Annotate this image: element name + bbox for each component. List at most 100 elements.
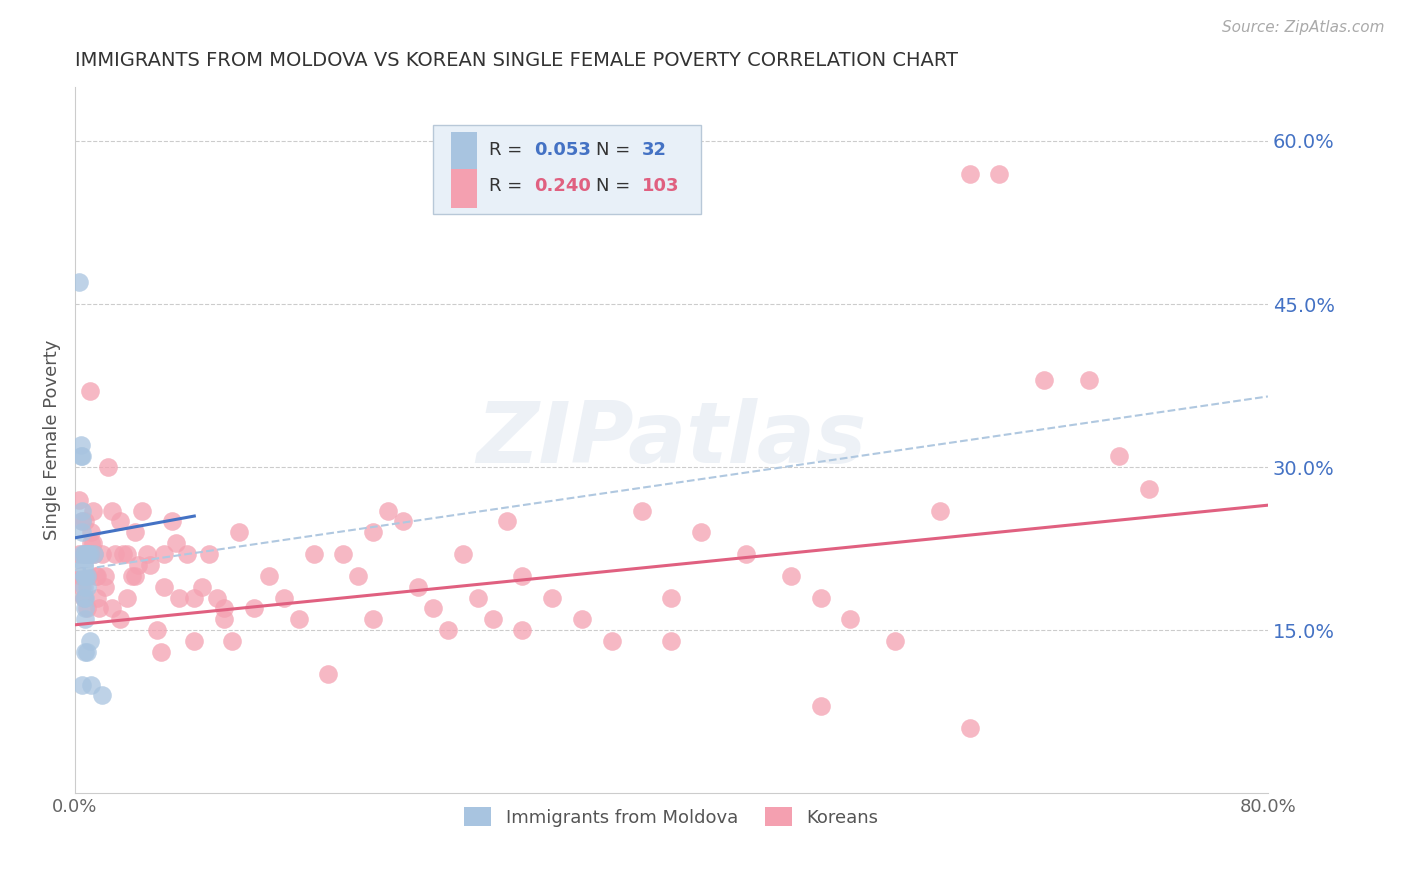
Point <box>72 449 94 463</box>
Point <box>988 167 1011 181</box>
Point <box>176 547 198 561</box>
Point <box>84 569 107 583</box>
Point <box>228 525 250 540</box>
Point <box>243 601 266 615</box>
Point <box>83 547 105 561</box>
Bar <box>451 169 477 208</box>
Point <box>124 569 146 583</box>
Point <box>959 167 981 181</box>
Point <box>86 591 108 605</box>
Point <box>198 547 221 561</box>
Point <box>153 580 176 594</box>
Point <box>76 547 98 561</box>
Point <box>86 569 108 583</box>
Text: 32: 32 <box>641 141 666 159</box>
Point <box>76 645 98 659</box>
Point <box>82 503 104 517</box>
Point <box>70 449 93 463</box>
Point <box>630 503 652 517</box>
Point <box>392 515 415 529</box>
Point <box>76 569 98 583</box>
Point <box>138 558 160 572</box>
Point <box>183 591 205 605</box>
Point <box>273 591 295 605</box>
Point <box>661 634 683 648</box>
Point <box>221 634 243 648</box>
Point <box>79 634 101 648</box>
Text: 0.053: 0.053 <box>534 141 591 159</box>
Point <box>779 569 801 583</box>
Point <box>928 503 950 517</box>
Text: R =: R = <box>489 141 527 159</box>
Point <box>77 569 100 583</box>
Point <box>72 580 94 594</box>
Point <box>884 634 907 648</box>
Point <box>735 547 758 561</box>
Point <box>571 612 593 626</box>
Point <box>101 503 124 517</box>
Text: Source: ZipAtlas.com: Source: ZipAtlas.com <box>1222 20 1385 35</box>
Text: 0.240: 0.240 <box>534 178 591 195</box>
Point <box>131 503 153 517</box>
Point <box>75 515 97 529</box>
Point <box>82 536 104 550</box>
Point <box>690 525 713 540</box>
Text: 103: 103 <box>641 178 679 195</box>
Point <box>79 547 101 561</box>
Point <box>190 580 212 594</box>
Point <box>377 503 399 517</box>
Point <box>361 525 384 540</box>
Point <box>481 612 503 626</box>
Point <box>318 666 340 681</box>
Point <box>72 503 94 517</box>
Point <box>361 612 384 626</box>
Point <box>73 558 96 572</box>
Point <box>183 634 205 648</box>
Bar <box>451 132 477 171</box>
Point <box>541 591 564 605</box>
Point <box>72 677 94 691</box>
Point <box>90 547 112 561</box>
Text: ZIPatlas: ZIPatlas <box>477 399 866 482</box>
Point <box>73 558 96 572</box>
Point <box>75 601 97 615</box>
Point <box>69 275 91 289</box>
Point <box>205 591 228 605</box>
Point <box>212 601 235 615</box>
Y-axis label: Single Female Poverty: Single Female Poverty <box>44 340 60 541</box>
Point <box>127 558 149 572</box>
Point <box>101 601 124 615</box>
Point <box>75 591 97 605</box>
Point <box>76 547 98 561</box>
Point <box>69 492 91 507</box>
Point <box>422 601 444 615</box>
Point <box>73 547 96 561</box>
Point <box>79 547 101 561</box>
Point <box>302 547 325 561</box>
Point <box>600 634 623 648</box>
Point <box>75 645 97 659</box>
Point <box>80 677 103 691</box>
Point <box>90 689 112 703</box>
Point <box>1033 373 1056 387</box>
Point <box>332 547 354 561</box>
Point <box>406 580 429 594</box>
Point <box>287 612 309 626</box>
Point <box>73 569 96 583</box>
Point <box>80 525 103 540</box>
Point <box>111 547 134 561</box>
Point <box>87 601 110 615</box>
Point <box>108 612 131 626</box>
Point <box>451 547 474 561</box>
Point <box>512 569 534 583</box>
Point <box>810 699 832 714</box>
Point <box>661 591 683 605</box>
Point <box>75 569 97 583</box>
Point <box>73 547 96 561</box>
Point <box>94 569 117 583</box>
Text: N =: N = <box>596 141 630 159</box>
Point <box>160 515 183 529</box>
Point <box>1108 449 1130 463</box>
Point <box>94 580 117 594</box>
Point <box>69 547 91 561</box>
